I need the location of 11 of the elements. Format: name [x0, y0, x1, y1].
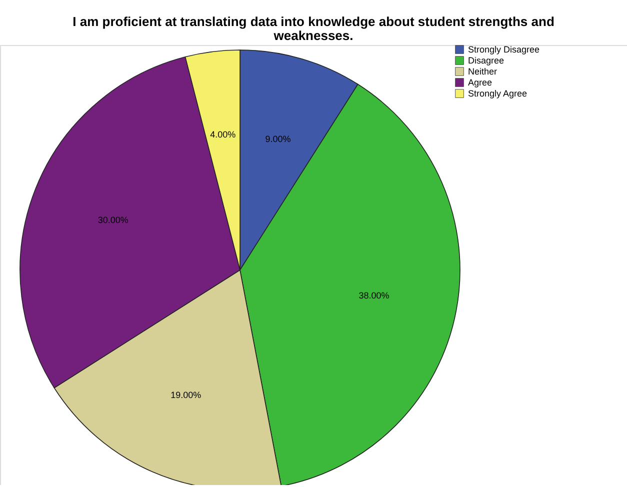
legend-label: Neither [468, 66, 498, 76]
data-label: 19.00% [170, 390, 202, 400]
legend-label: Disagree [468, 56, 504, 66]
data-label: 9.00% [265, 134, 291, 144]
data-label: 30.00% [98, 214, 128, 225]
legend-label: Strongly Agree [468, 88, 528, 98]
data-label: 38.00% [358, 290, 390, 301]
legend-label: Agree [468, 78, 492, 88]
chart-title: I am proficient at translating data into knowledge about student strengths and weaknesses. [72, 14, 554, 43]
data-label: 4.00% [210, 130, 236, 140]
legend-label: Strongly Disagree [468, 44, 540, 54]
